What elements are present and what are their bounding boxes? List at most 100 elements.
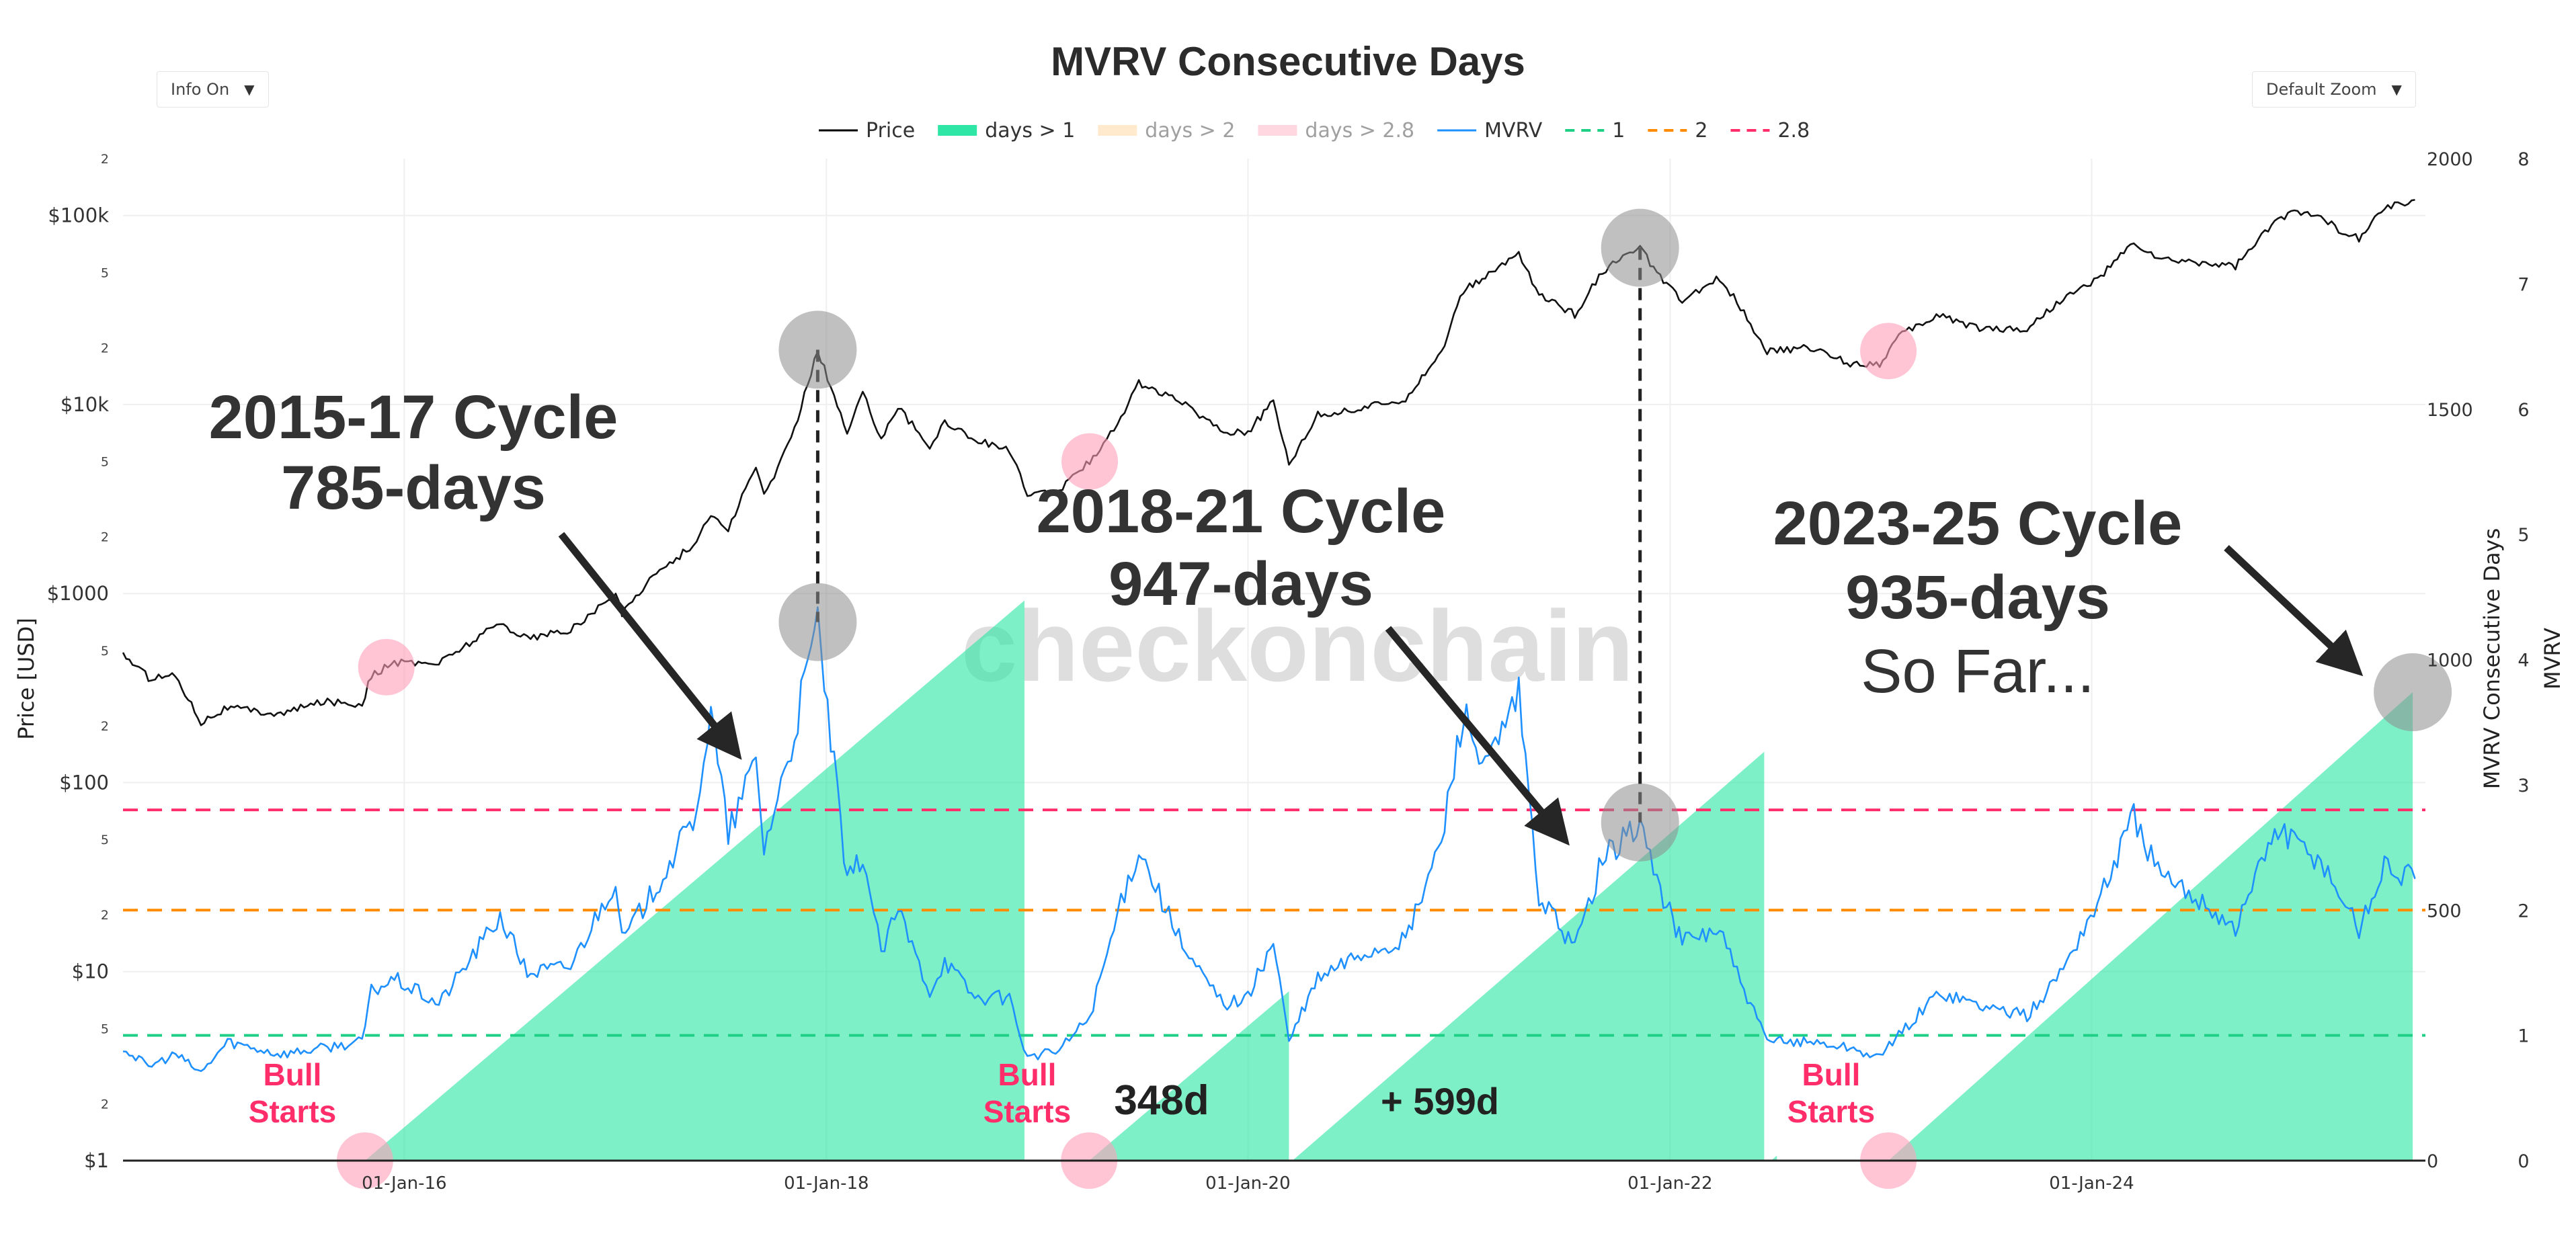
price-minor-tick-label: 2 xyxy=(101,719,109,734)
days-area-segment xyxy=(364,600,1024,1161)
price-minor-tick-label: 5 xyxy=(101,1022,109,1036)
legend-label: 2.8 xyxy=(1777,119,1810,142)
annotation-line: 2023-25 Cycle xyxy=(1773,489,2183,558)
price-minor-tick-label: 2 xyxy=(101,530,109,545)
days-tick-label: 2000 xyxy=(2427,149,2473,170)
pink-highlight-circle xyxy=(358,638,415,696)
chart-title: MVRV Consecutive Days xyxy=(1051,39,1525,84)
bull-label: Bull xyxy=(1802,1057,1861,1092)
mvrv-tick-label: 5 xyxy=(2518,525,2529,546)
x-tick-label: 01-Jan-20 xyxy=(1205,1173,1290,1194)
annotation-arrows xyxy=(558,532,2364,846)
price-minor-tick-label: 5 xyxy=(101,455,109,470)
zoom-dropdown[interactable]: Default Zoom ▼ xyxy=(2252,71,2416,108)
starts-label: Starts xyxy=(249,1094,336,1129)
legend-swatch xyxy=(1258,125,1297,136)
annotation-line: 935-days xyxy=(1845,563,2110,632)
annotation-2015-17-cycle: 2015-17 Cycle 785-days xyxy=(209,383,618,522)
legend-label: MVRV xyxy=(1484,119,1543,142)
mvrv-tick-label: 8 xyxy=(2518,149,2529,170)
price-minor-tick-label: 5 xyxy=(101,265,109,280)
arrow-2018-21 xyxy=(1385,626,1570,846)
label-plus-599d: + 599d xyxy=(1381,1080,1499,1122)
info-toggle-label: Info On xyxy=(171,80,230,99)
mvrv-threshold-lines xyxy=(123,808,2425,1037)
x-tick-label: 01-Jan-24 xyxy=(2049,1173,2134,1194)
highlight-circles xyxy=(336,208,2452,1189)
mvrv-line xyxy=(122,606,2416,1073)
days-axis-title: MVRV Consecutive Days xyxy=(2479,528,2505,790)
annotation-line: 2018-21 Cycle xyxy=(1037,477,1446,546)
legend-label: days > 2 xyxy=(1145,119,1235,142)
price-tick-label: $1 xyxy=(84,1149,109,1172)
legend-swatch xyxy=(938,125,977,136)
watermark: checkonchain xyxy=(961,589,1634,702)
gray-highlight-circle xyxy=(1601,783,1679,862)
pink-highlight-circle xyxy=(1061,433,1119,490)
pink-highlight-circle xyxy=(1860,323,1917,380)
days-tick-label: 1500 xyxy=(2427,400,2473,421)
price-tick-label: $10k xyxy=(61,393,109,416)
price-tick-label: $1000 xyxy=(47,582,109,605)
price-tick-label: $100k xyxy=(48,204,109,227)
mvrv-line-series xyxy=(122,606,2416,1073)
x-tick-label: 01-Jan-22 xyxy=(1627,1173,1712,1194)
legend-label: days > 1 xyxy=(985,119,1075,142)
mvrv-tick-label: 4 xyxy=(2518,651,2529,671)
days-tick-label: 0 xyxy=(2427,1151,2438,1172)
annotation-line: 947-days xyxy=(1109,550,1373,618)
days-area-segment xyxy=(1089,991,1289,1161)
days-area-segment xyxy=(1771,1155,1777,1161)
x-tick-label: 01-Jan-18 xyxy=(784,1173,869,1194)
label-348d: 348d xyxy=(1114,1077,1209,1124)
annotation-line: So Far... xyxy=(1861,637,2095,706)
mvrv-axis-title: MVRV xyxy=(2540,628,2565,690)
annotation-line: 785-days xyxy=(281,454,546,522)
legend-label: 1 xyxy=(1612,119,1625,142)
mvrv-tick-label: 0 xyxy=(2518,1151,2529,1172)
days-tick-label: 1000 xyxy=(2427,651,2473,671)
price-line xyxy=(122,199,2415,726)
gray-highlight-circle xyxy=(2374,653,2452,731)
bull-starts-labels: Bull Starts Bull Starts Bull Starts xyxy=(249,1057,1875,1129)
legend-label: Price xyxy=(866,119,915,142)
arrow-2015-17 xyxy=(558,532,742,760)
mvrv-tick-label: 1 xyxy=(2518,1026,2529,1047)
starts-label: Starts xyxy=(983,1094,1071,1129)
days-area-segment xyxy=(1888,692,2413,1161)
info-toggle-dropdown[interactable]: Info On ▼ xyxy=(157,71,269,108)
price-minor-tick-label: 2 xyxy=(101,152,109,167)
annotation-line: 2015-17 Cycle xyxy=(209,383,618,452)
price-minor-tick-label: 2 xyxy=(101,1097,109,1112)
chevron-down-icon: ▼ xyxy=(244,81,255,97)
price-line-series xyxy=(122,199,2415,726)
bull-label: Bull xyxy=(264,1057,322,1092)
annotation-2023-25-cycle: 2023-25 Cycle 935-days So Far... xyxy=(1773,489,2183,706)
price-tick-label: $10 xyxy=(72,960,109,983)
price-minor-tick-label: 5 xyxy=(101,644,109,659)
legend: Price days > 1 days > 2 days > 2.8 MVRV 1 2 2.8 xyxy=(819,119,1810,142)
price-minor-tick-label: 2 xyxy=(101,341,109,356)
gray-highlight-circle xyxy=(778,583,857,661)
legend-label: 2 xyxy=(1695,119,1707,142)
cycle-top-markers xyxy=(815,247,1642,823)
legend-label: days > 2.8 xyxy=(1305,119,1414,142)
days-tick-label: 500 xyxy=(2427,901,2462,921)
zoom-label: Default Zoom xyxy=(2266,80,2377,99)
gray-highlight-circle xyxy=(778,310,857,389)
starts-label: Starts xyxy=(1787,1094,1875,1129)
bull-label: Bull xyxy=(998,1057,1057,1092)
price-axis-title: Price [USD] xyxy=(13,618,39,740)
annotation-2018-21-cycle: 2018-21 Cycle 947-days xyxy=(1037,477,1446,618)
mvrv-tick-label: 3 xyxy=(2518,776,2529,796)
price-minor-tick-label: 2 xyxy=(101,908,109,923)
arrow-2023-25 xyxy=(2224,544,2364,677)
price-minor-tick-label: 5 xyxy=(101,833,109,847)
mvrv-tick-label: 7 xyxy=(2518,274,2529,295)
axes: 01-Jan-16 01-Jan-18 01-Jan-20 01-Jan-22 01-J… xyxy=(13,149,2565,1194)
price-tick-label: $100 xyxy=(59,771,109,794)
legend-swatch xyxy=(1098,125,1137,136)
gray-highlight-circle xyxy=(1601,208,1679,287)
x-tick-label: 01-Jan-16 xyxy=(362,1173,446,1194)
